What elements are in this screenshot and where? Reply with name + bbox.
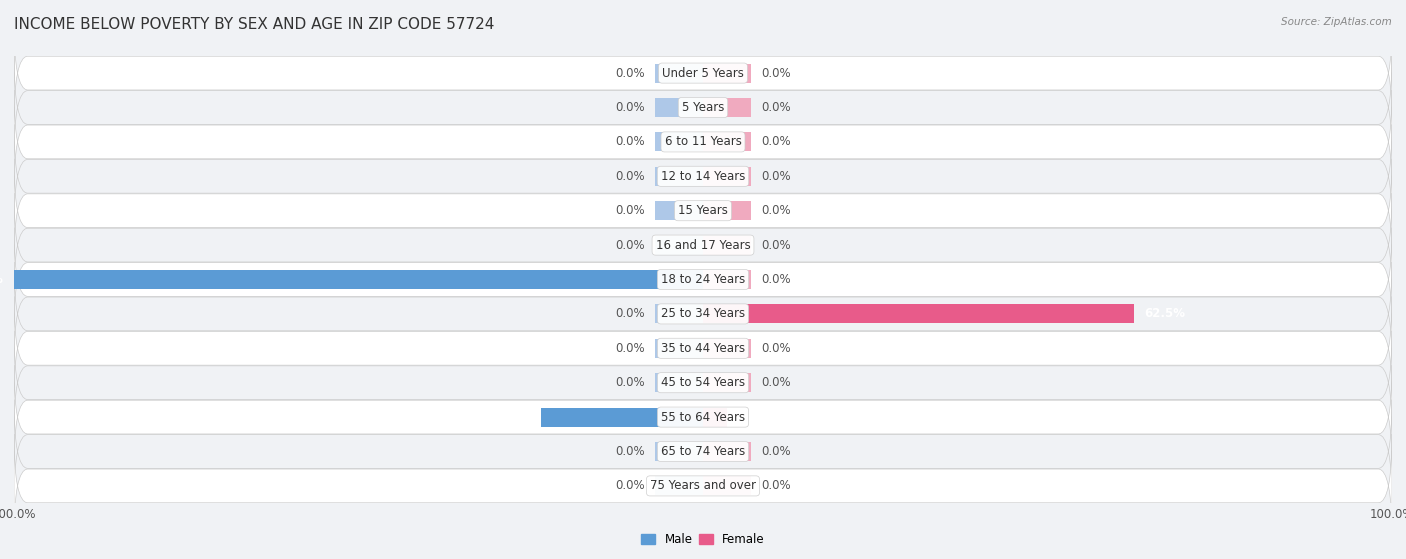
Text: 0.0%: 0.0% bbox=[614, 376, 644, 389]
Text: 12 to 14 Years: 12 to 14 Years bbox=[661, 170, 745, 183]
FancyBboxPatch shape bbox=[14, 228, 1392, 331]
Bar bbox=[703, 442, 751, 461]
Text: 45 to 54 Years: 45 to 54 Years bbox=[661, 376, 745, 389]
Text: 3.5%: 3.5% bbox=[738, 411, 770, 424]
Text: 15 Years: 15 Years bbox=[678, 204, 728, 217]
Bar bbox=[655, 201, 703, 220]
Text: 0.0%: 0.0% bbox=[762, 101, 792, 114]
FancyBboxPatch shape bbox=[14, 434, 1392, 538]
Bar bbox=[703, 201, 751, 220]
Bar bbox=[703, 167, 751, 186]
Text: 23.5%: 23.5% bbox=[489, 411, 531, 424]
Text: 0.0%: 0.0% bbox=[614, 135, 644, 148]
Text: 0.0%: 0.0% bbox=[762, 67, 792, 79]
Bar bbox=[703, 373, 751, 392]
Text: 62.5%: 62.5% bbox=[1144, 307, 1185, 320]
Bar bbox=[655, 64, 703, 83]
Bar bbox=[703, 305, 1133, 323]
Bar bbox=[14, 270, 703, 289]
FancyBboxPatch shape bbox=[14, 296, 1392, 400]
Text: 0.0%: 0.0% bbox=[762, 135, 792, 148]
Bar bbox=[655, 476, 703, 495]
Text: Source: ZipAtlas.com: Source: ZipAtlas.com bbox=[1281, 17, 1392, 27]
Text: 0.0%: 0.0% bbox=[762, 273, 792, 286]
Legend: Male, Female: Male, Female bbox=[637, 528, 769, 551]
Text: 65 to 74 Years: 65 to 74 Years bbox=[661, 445, 745, 458]
Text: 0.0%: 0.0% bbox=[762, 480, 792, 492]
Bar bbox=[703, 236, 751, 254]
Bar bbox=[703, 98, 751, 117]
Text: 25 to 34 Years: 25 to 34 Years bbox=[661, 307, 745, 320]
Text: 0.0%: 0.0% bbox=[762, 376, 792, 389]
Text: 0.0%: 0.0% bbox=[762, 445, 792, 458]
Bar bbox=[655, 98, 703, 117]
Text: 0.0%: 0.0% bbox=[762, 204, 792, 217]
Bar bbox=[655, 132, 703, 151]
Bar bbox=[655, 305, 703, 323]
FancyBboxPatch shape bbox=[14, 21, 1392, 125]
Text: 0.0%: 0.0% bbox=[614, 101, 644, 114]
Text: 0.0%: 0.0% bbox=[762, 342, 792, 355]
Text: INCOME BELOW POVERTY BY SEX AND AGE IN ZIP CODE 57724: INCOME BELOW POVERTY BY SEX AND AGE IN Z… bbox=[14, 17, 495, 32]
Text: 5 Years: 5 Years bbox=[682, 101, 724, 114]
Bar bbox=[703, 270, 751, 289]
Text: 0.0%: 0.0% bbox=[614, 239, 644, 252]
FancyBboxPatch shape bbox=[14, 331, 1392, 435]
FancyBboxPatch shape bbox=[14, 365, 1392, 469]
Bar bbox=[703, 408, 727, 427]
Text: 35 to 44 Years: 35 to 44 Years bbox=[661, 342, 745, 355]
FancyBboxPatch shape bbox=[14, 400, 1392, 504]
Text: 55 to 64 Years: 55 to 64 Years bbox=[661, 411, 745, 424]
Text: 0.0%: 0.0% bbox=[614, 307, 644, 320]
Bar bbox=[703, 64, 751, 83]
Text: 18 to 24 Years: 18 to 24 Years bbox=[661, 273, 745, 286]
Text: 0.0%: 0.0% bbox=[762, 170, 792, 183]
Text: Under 5 Years: Under 5 Years bbox=[662, 67, 744, 79]
Text: 0.0%: 0.0% bbox=[614, 445, 644, 458]
Bar bbox=[655, 442, 703, 461]
Bar bbox=[655, 236, 703, 254]
Text: 0.0%: 0.0% bbox=[762, 239, 792, 252]
Text: 0.0%: 0.0% bbox=[614, 480, 644, 492]
FancyBboxPatch shape bbox=[14, 124, 1392, 228]
Text: 0.0%: 0.0% bbox=[614, 170, 644, 183]
Text: 16 and 17 Years: 16 and 17 Years bbox=[655, 239, 751, 252]
Text: 0.0%: 0.0% bbox=[614, 342, 644, 355]
FancyBboxPatch shape bbox=[14, 55, 1392, 159]
FancyBboxPatch shape bbox=[14, 90, 1392, 194]
Bar bbox=[703, 132, 751, 151]
Bar bbox=[541, 408, 703, 427]
Text: 75 Years and over: 75 Years and over bbox=[650, 480, 756, 492]
Bar bbox=[655, 373, 703, 392]
Text: 6 to 11 Years: 6 to 11 Years bbox=[665, 135, 741, 148]
FancyBboxPatch shape bbox=[14, 193, 1392, 297]
Bar bbox=[655, 339, 703, 358]
Text: 0.0%: 0.0% bbox=[614, 204, 644, 217]
FancyBboxPatch shape bbox=[14, 262, 1392, 366]
FancyBboxPatch shape bbox=[14, 159, 1392, 263]
Text: 100.0%: 100.0% bbox=[0, 273, 4, 286]
Bar bbox=[655, 167, 703, 186]
Bar bbox=[703, 476, 751, 495]
Text: 0.0%: 0.0% bbox=[614, 67, 644, 79]
Bar bbox=[703, 339, 751, 358]
